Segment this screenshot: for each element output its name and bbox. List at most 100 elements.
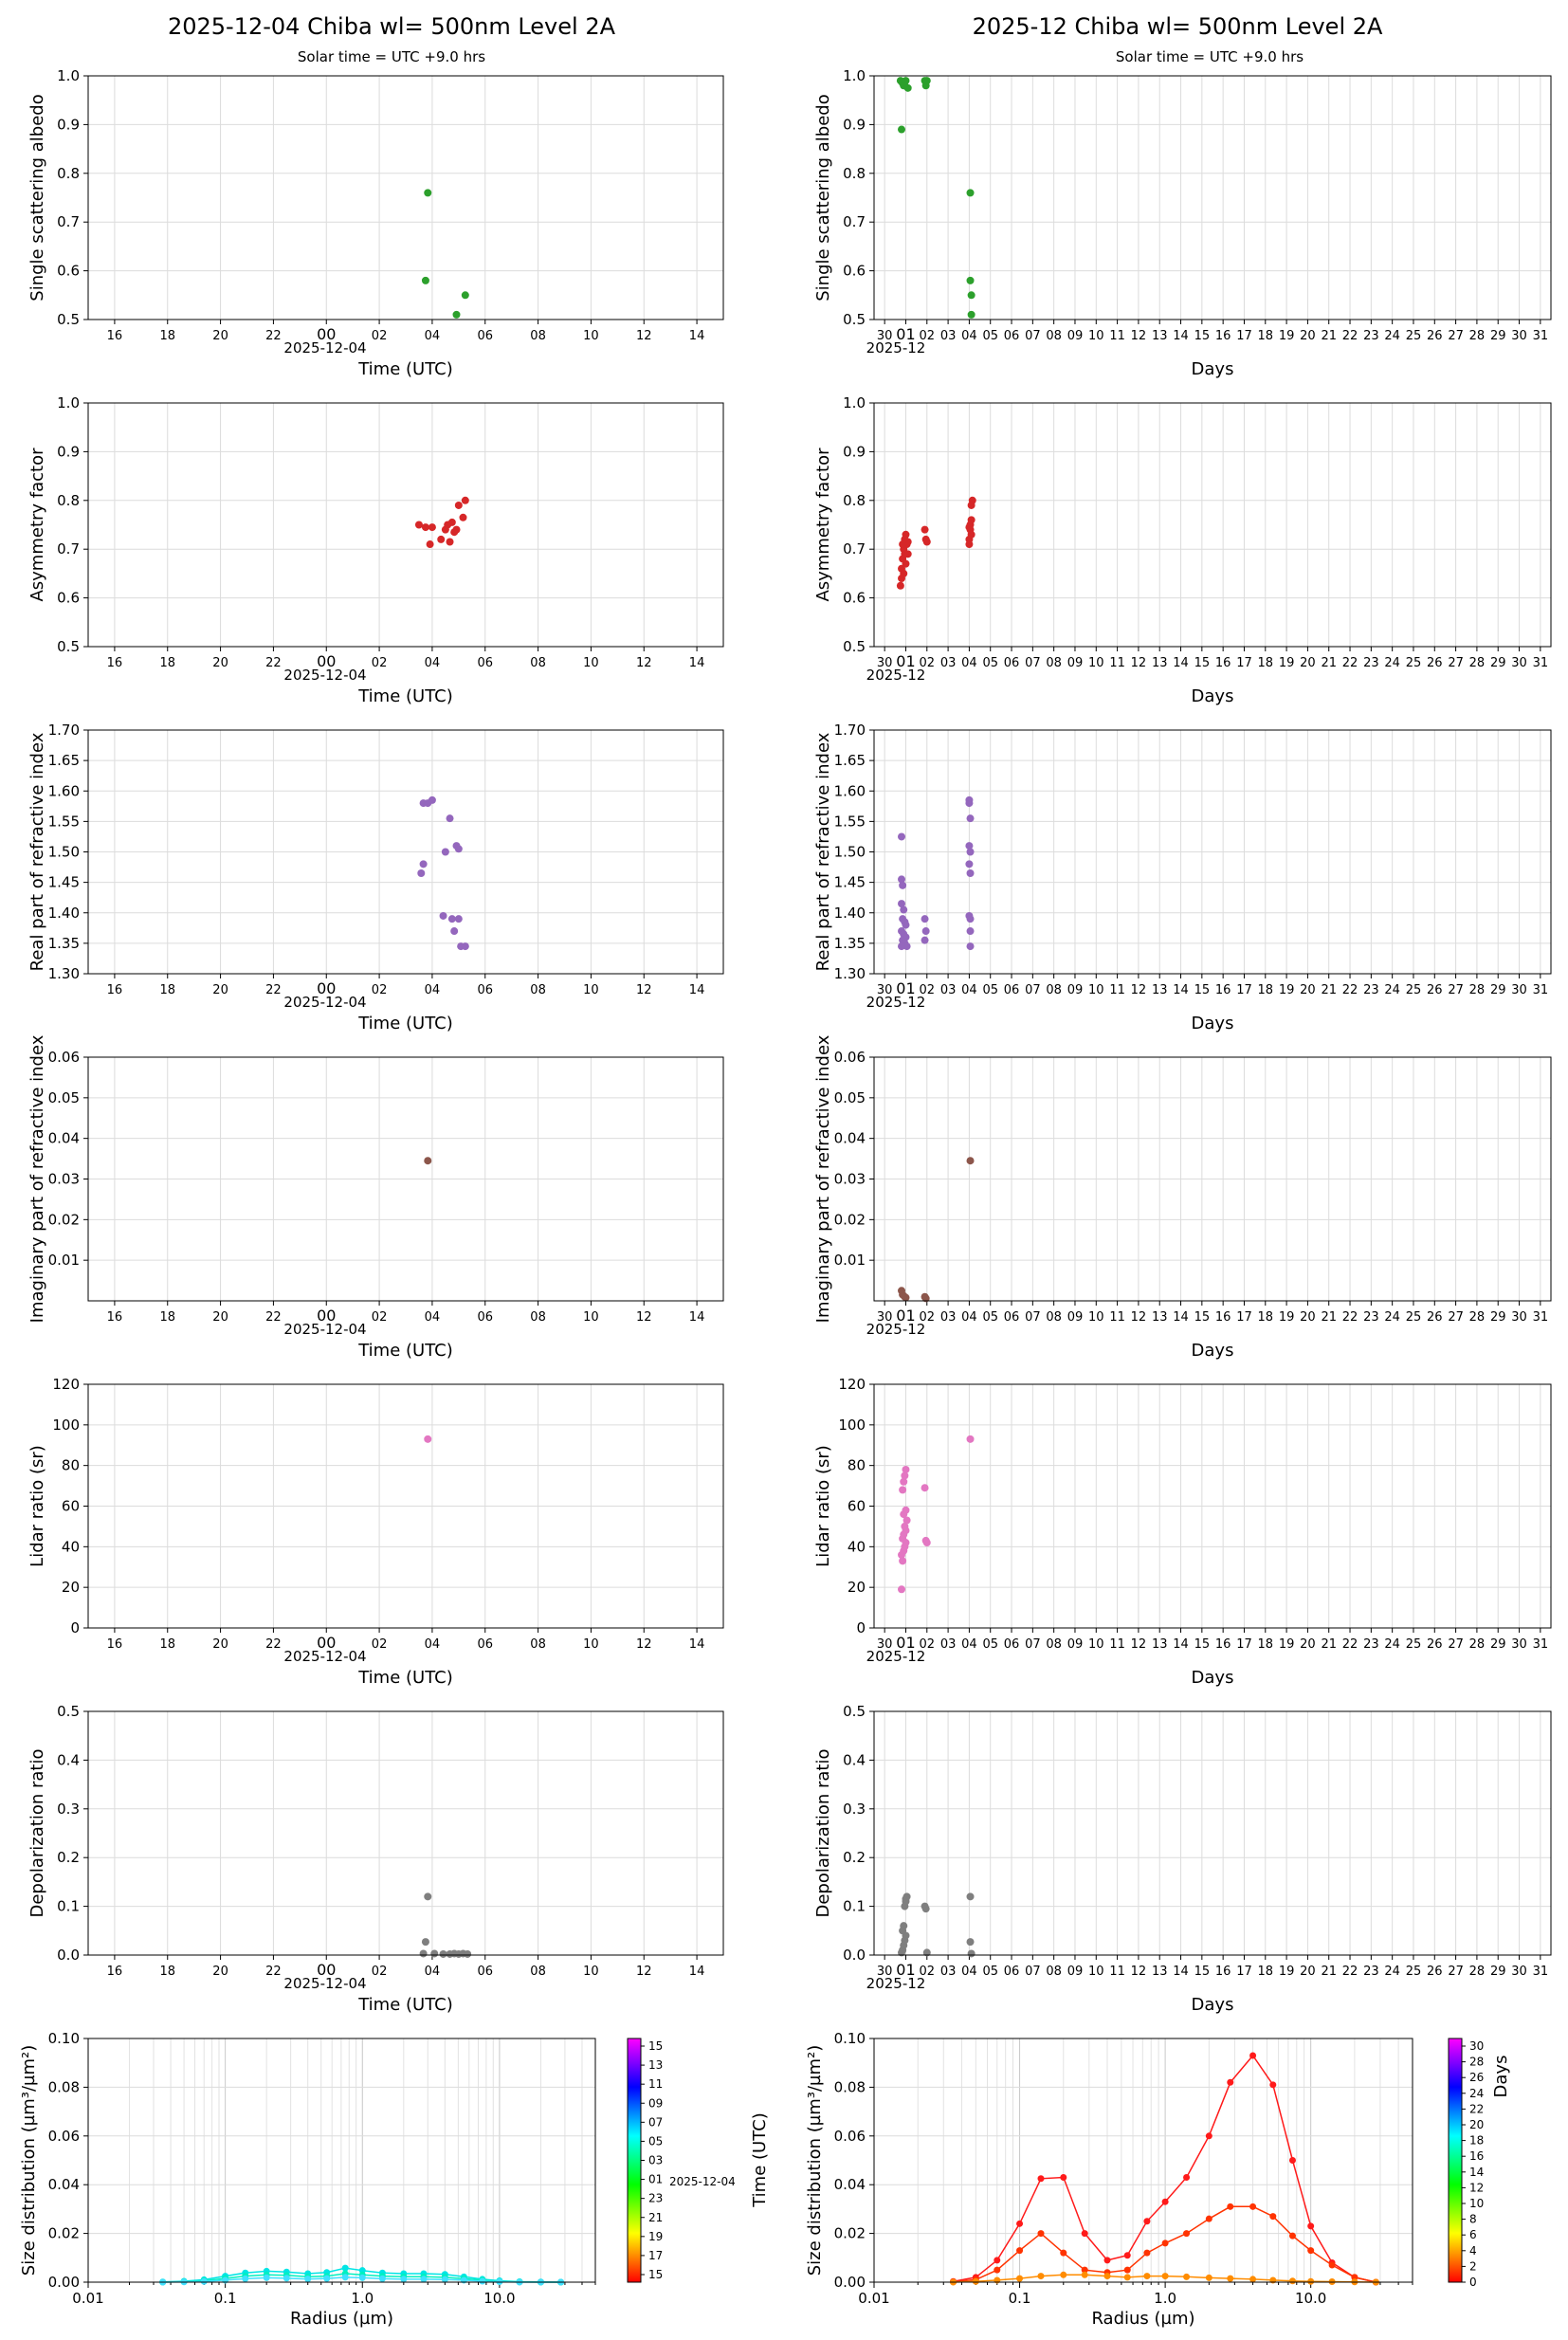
y-tick-label: 0.8 (843, 492, 866, 509)
data-point (921, 1905, 930, 1913)
data-point (450, 927, 459, 936)
data-point (1161, 2273, 1169, 2280)
data-point (1016, 2275, 1024, 2282)
x-tick-label: 05 (982, 656, 998, 670)
panel-lr-L (83, 1383, 724, 1633)
x-tick-label: 22 (1342, 1310, 1358, 1325)
x-tick-label: 06 (477, 1637, 493, 1652)
x-tick-label: 02 (372, 1965, 388, 1979)
y-tick-label: 1.45 (834, 874, 866, 891)
data-point (967, 530, 975, 539)
left-subtitle: Solar time = UTC +9.0 hrs (298, 48, 485, 65)
data-point (902, 1506, 910, 1514)
data-point (461, 942, 469, 951)
data-point (1037, 2175, 1045, 2183)
x-tick-label: 30 (1511, 656, 1527, 670)
y-tick-label: 1.30 (834, 965, 866, 982)
x-tick-label: 30 (1511, 1310, 1527, 1325)
data-point (1060, 2173, 1067, 2181)
data-point (994, 2257, 1001, 2264)
x-tick-label: 07 (1025, 1310, 1041, 1325)
panel-ssa-R (869, 75, 1552, 324)
colorbar-tick-label: 28 (1469, 2056, 1484, 2069)
y-tick-label: 1.70 (48, 722, 80, 739)
x-tick-label: 06 (477, 329, 493, 343)
panel-nr-L (83, 729, 724, 978)
data-point (922, 77, 931, 85)
x-tick-label: 01 (896, 979, 915, 997)
y-tick-label: 1.60 (834, 782, 866, 799)
data-point (901, 1472, 909, 1480)
x-tick-label: 02 (920, 656, 936, 670)
data-point (1205, 2132, 1212, 2140)
data-point (921, 1484, 929, 1492)
x-tick-label: 24 (1384, 1965, 1400, 1979)
y-tick-label: 0.01 (834, 1252, 866, 1269)
x-tick-label: 20 (1300, 656, 1316, 670)
x-tick-label: 13 (1152, 983, 1168, 997)
x-tick-label: 24 (1384, 1637, 1400, 1652)
x-tick-label: 14 (1173, 1310, 1189, 1325)
x-tick-label: 19 (1279, 656, 1295, 670)
data-point (454, 915, 463, 923)
x-tick-label: 06 (1004, 656, 1020, 670)
y-tick-label: 0.7 (57, 540, 80, 558)
x-tick-label: 30 (877, 1310, 893, 1325)
x-tick-label: 20 (212, 1637, 228, 1652)
data-point (965, 842, 974, 850)
y-axis-label: Size distribution (µm³/µm²) (805, 2045, 825, 2276)
data-point (1161, 2198, 1169, 2205)
x-tick-label: 26 (1427, 983, 1443, 997)
x-tick-label: 12 (636, 1310, 652, 1325)
x-tick-label: 15 (1194, 1310, 1211, 1325)
data-point (967, 516, 975, 524)
data-point (922, 538, 931, 546)
data-point (899, 540, 907, 549)
x-tick-label: 29 (1490, 1637, 1506, 1652)
axes-frame (87, 1056, 724, 1302)
panel-asym-L (83, 402, 724, 651)
y-tick-label: 0.03 (834, 1171, 866, 1188)
x-tick-label: 12 (636, 1965, 652, 1979)
x-tick-label: 13 (1152, 329, 1168, 343)
x-tick-label: 14 (1173, 656, 1189, 670)
x-tick-label: 31 (1533, 1637, 1549, 1652)
x-tick-label: 20 (212, 1965, 228, 1979)
colorbar-tick-label: 24 (1469, 2087, 1484, 2100)
x-tick-label: 0.01 (858, 2290, 889, 2307)
colorbar-tick-label: 18 (1469, 2134, 1484, 2148)
y-tick-label: 120 (52, 1376, 80, 1393)
y-axis-label: Asymmetry factor (27, 448, 47, 602)
data-point (900, 1922, 908, 1930)
x-tick-label: 18 (1258, 656, 1274, 670)
x-tick-label: 04 (425, 1637, 441, 1652)
data-point (283, 2275, 290, 2282)
x-tick-label: 29 (1490, 329, 1506, 343)
x-month-label: 2025-12 (866, 1321, 926, 1338)
x-tick-label: 09 (1067, 1637, 1084, 1652)
colorbar-label: Time (UTC) (750, 2112, 770, 2208)
x-tick-label: 10.0 (483, 2290, 515, 2307)
x-tick-label: 03 (940, 329, 957, 343)
x-tick-label: 23 (1363, 1637, 1379, 1652)
data-point (200, 2277, 208, 2285)
x-tick-label: 06 (1004, 1965, 1020, 1979)
x-tick-label: 13 (1152, 1637, 1168, 1652)
x-tick-label: 30 (877, 656, 893, 670)
x-tick-label: 0.1 (214, 2290, 237, 2307)
x-axis-label: Time (UTC) (357, 359, 453, 379)
x-month-label: 2025-12 (866, 994, 926, 1011)
x-tick-label: 18 (1258, 1310, 1274, 1325)
y-axis-label: Depolarization ratio (813, 1749, 833, 1918)
x-tick-label: 08 (530, 1965, 546, 1979)
y-tick-label: 0 (856, 1619, 866, 1636)
y-tick-label: 80 (848, 1457, 866, 1474)
x-tick-label: 11 (1109, 1310, 1125, 1325)
data-point (1269, 2081, 1277, 2089)
data-point (922, 1948, 931, 1957)
x-tick-label: 18 (159, 1637, 175, 1652)
axes-frame (87, 2038, 596, 2283)
x-tick-label: 04 (961, 1965, 977, 1979)
y-tick-label: 0.04 (834, 2176, 866, 2193)
colorbar-tick-label: 15 (648, 2039, 663, 2053)
